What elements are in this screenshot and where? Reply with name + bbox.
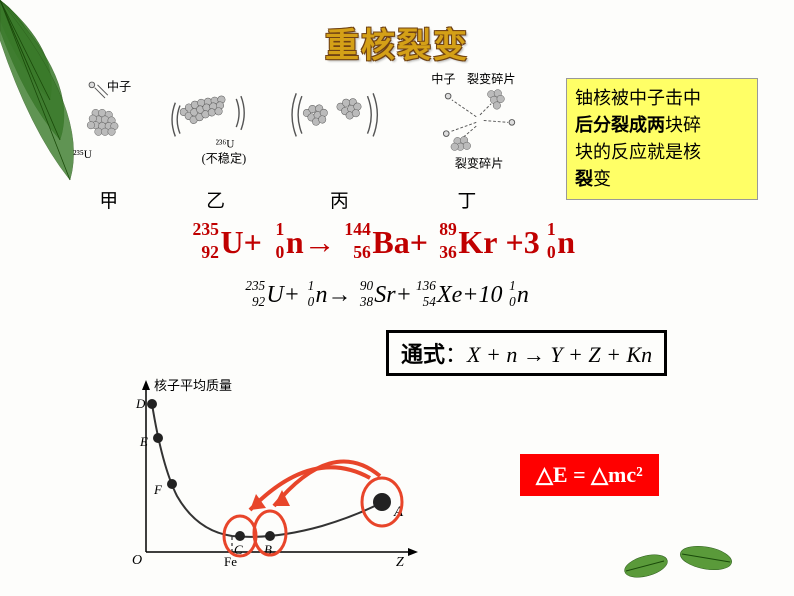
graph-z-label: Z — [396, 555, 404, 570]
graph-ylabel: 核子平均质量 — [154, 378, 232, 393]
description-box: 铀核被中子击中 后分裂成两块碎 块的反应就是核 裂变 — [566, 78, 758, 200]
fragment-label-2: 裂变碎片 — [455, 155, 504, 170]
unstable-label: (不稳定) — [202, 151, 247, 166]
fission-equation-1: 23592U+10n→14456Ba+8936Kr +310n — [219, 224, 575, 261]
page-title: 重核裂变 — [325, 18, 469, 67]
formula-label: 通式 — [401, 342, 445, 367]
u236-label: ²³⁶U — [216, 139, 235, 151]
desc-line1: 铀核被中子击中 — [575, 88, 701, 108]
stage-label-1: 甲 — [99, 191, 118, 212]
u235-label: ²³⁵U — [73, 149, 92, 161]
fission-equation-2: 23592U+10n→9038Sr+13654Xe+1010n — [265, 282, 529, 309]
mass-energy-box: △E = △mc² — [520, 454, 659, 496]
desc-line2-rest: 块碎 — [665, 115, 701, 135]
fission-stages-diagram: 中子 ²³⁵U ²³⁶U (不稳定) 中子 裂变碎片 — [50, 68, 550, 218]
binding-energy-graph: 核子平均质量 O Fe Z D E F C B A — [122, 376, 432, 576]
stage-label-4: 丁 — [458, 191, 477, 212]
leaf-decoration-br — [616, 538, 756, 588]
stage-label-3: 丙 — [330, 191, 349, 212]
neutron-label-2: 中子 — [431, 71, 455, 86]
desc-line4-rest: 变 — [593, 169, 611, 189]
graph-point-E: E — [139, 434, 148, 449]
desc-line3: 块的反应就是核 — [575, 142, 701, 162]
neutron-label: 中子 — [107, 79, 131, 94]
graph-point-D: D — [135, 396, 146, 411]
stage-label-2: 乙 — [206, 191, 225, 212]
graph-origin: O — [132, 553, 142, 568]
fragment-label-1: 裂变碎片 — [467, 71, 516, 86]
desc-line4-bold: 裂 — [575, 169, 593, 189]
general-formula: X + n → Y + Z + Kn — [467, 342, 652, 367]
general-formula-box: 通式：X + n → Y + Z + Kn — [386, 330, 667, 376]
graph-point-F: F — [153, 482, 163, 497]
desc-line2-bold: 后分裂成两 — [575, 115, 665, 135]
